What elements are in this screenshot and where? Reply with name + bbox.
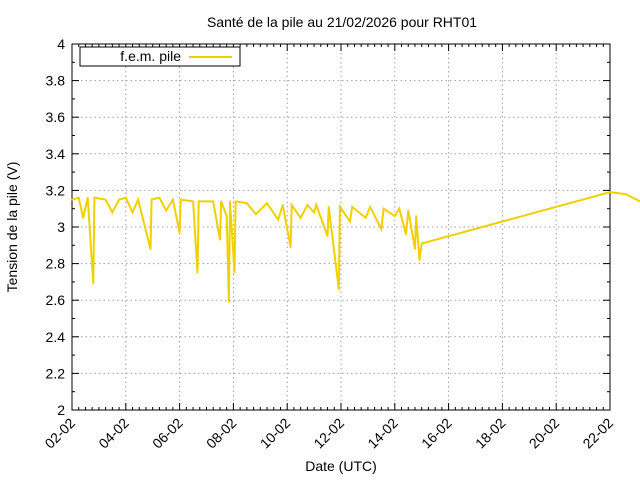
x-tick-label: 10-02	[257, 415, 294, 452]
data-point	[234, 200, 237, 203]
data-point	[196, 271, 199, 274]
data-point	[609, 191, 611, 194]
data-point	[327, 205, 330, 208]
y-tick-label: 3.6	[46, 109, 66, 125]
y-tick-label: 3	[57, 219, 65, 235]
y-tick-label: 2.4	[46, 329, 66, 345]
data-point	[192, 200, 194, 203]
data-point	[351, 205, 354, 208]
data-point	[326, 235, 329, 238]
data-point	[150, 198, 153, 201]
y-tick-labels: 2 2.2 2.4 2.6 2.8 3 3.2 3.4 3.6 3.8 4	[46, 36, 66, 418]
x-tick-label: 06-02	[149, 415, 186, 452]
data-point	[290, 204, 293, 206]
data-point	[124, 196, 127, 199]
data-point	[104, 198, 107, 201]
data-point	[364, 216, 367, 219]
data-point	[179, 198, 182, 201]
data-point	[233, 271, 236, 274]
data-point	[219, 238, 221, 241]
data-point	[405, 233, 407, 236]
data-point	[178, 231, 181, 234]
data-point	[254, 213, 257, 216]
data-point	[131, 211, 134, 214]
data-point	[338, 205, 341, 208]
data-point	[289, 246, 292, 249]
data-point	[165, 209, 168, 212]
data-point	[149, 248, 152, 250]
y-tick-label: 3.2	[46, 182, 66, 198]
data-point	[86, 196, 89, 199]
data-point	[380, 227, 383, 230]
chart-title: Santé de la pile au 21/02/2026 pour RHT0…	[207, 14, 477, 30]
data-point	[197, 200, 200, 203]
y-tick-label: 3.4	[46, 146, 66, 162]
series-layer	[71, 191, 640, 303]
axis-ticks	[71, 43, 611, 411]
y-tick-label: 2	[57, 402, 65, 418]
data-point	[299, 216, 302, 219]
data-point	[82, 216, 85, 219]
x-tick-label: 14-02	[364, 415, 401, 452]
x-tick-label: 16-02	[418, 415, 455, 452]
data-point	[93, 196, 96, 199]
data-point	[212, 200, 215, 203]
x-tick-label: 02-02	[41, 415, 78, 452]
data-point	[137, 198, 140, 201]
data-point	[171, 198, 174, 201]
data-point	[245, 202, 248, 205]
data-point	[349, 220, 351, 223]
data-point	[220, 200, 222, 203]
x-tick-labels: 02-02 04-02 06-02 08-02 10-02 12-02 14-02 16-02…	[41, 415, 616, 452]
grid-lines	[72, 44, 610, 410]
y-tick-label: 2.6	[46, 292, 66, 308]
legend: f.e.m. pile	[79, 46, 241, 67]
data-point	[420, 242, 423, 245]
data-point	[92, 282, 95, 285]
series-line	[71, 191, 640, 303]
x-tick-label: 12-02	[310, 415, 347, 452]
data-point	[277, 218, 280, 221]
data-point	[624, 193, 627, 195]
data-point	[306, 204, 309, 206]
data-point	[414, 248, 416, 250]
data-point	[266, 202, 268, 205]
data-point	[228, 301, 230, 303]
data-point	[382, 207, 385, 210]
data-point	[393, 215, 396, 217]
legend-label: f.e.m. pile	[120, 48, 181, 64]
x-tick-label: 04-02	[95, 415, 132, 452]
y-tick-label: 4	[57, 36, 65, 52]
y-tick-label: 2.8	[46, 256, 66, 272]
data-point	[77, 196, 80, 199]
data-point	[337, 288, 340, 291]
data-point	[118, 198, 120, 201]
data-point	[229, 200, 231, 203]
data-point	[418, 259, 421, 261]
legend-box	[79, 46, 241, 67]
data-point	[71, 198, 73, 201]
data-point	[315, 204, 318, 206]
data-point	[398, 207, 401, 210]
x-axis-label: Date (UTC)	[305, 458, 377, 474]
data-point	[407, 209, 410, 212]
data-point	[225, 215, 228, 217]
data-point	[111, 211, 114, 214]
x-tick-label: 22-02	[579, 415, 616, 452]
data-point	[369, 205, 372, 208]
data-point	[281, 204, 284, 206]
y-axis-label: Tension de la pile (V)	[4, 162, 20, 293]
data-point	[415, 215, 417, 217]
x-tick-label: 18-02	[472, 415, 509, 452]
x-tick-label: 20-02	[526, 415, 563, 452]
data-point	[158, 196, 161, 199]
x-tick-label: 08-02	[203, 415, 240, 452]
y-tick-label: 3.8	[46, 73, 66, 89]
data-point	[313, 211, 315, 214]
y-tick-label: 2.2	[46, 365, 66, 381]
